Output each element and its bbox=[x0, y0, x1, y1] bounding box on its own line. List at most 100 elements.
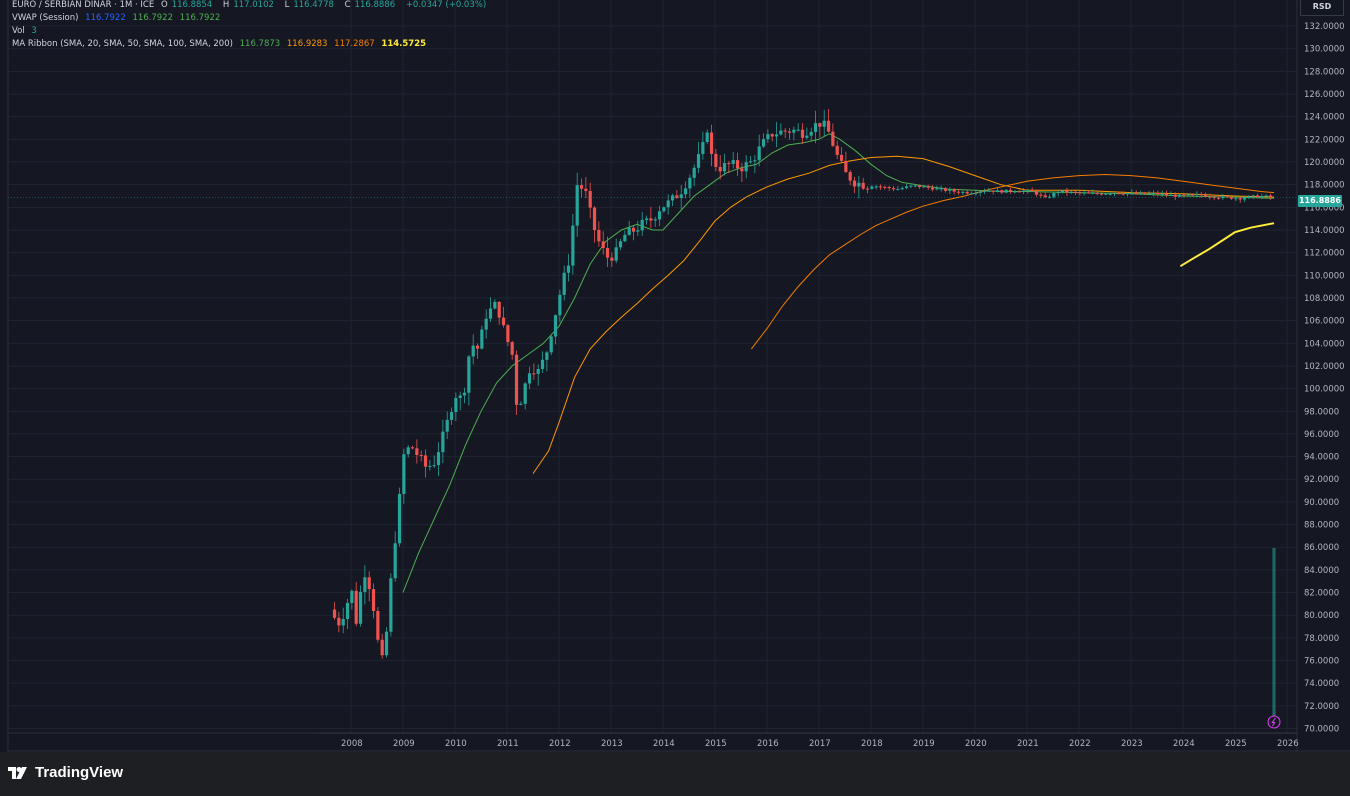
ma-ribbon-legend[interactable]: MA Ribbon (SMA, 20, SMA, 50, SMA, 100, S… bbox=[12, 39, 430, 49]
chart-panel[interactable]: 132.0000 130.0000 128.0000 126.0000 124.0000… bbox=[0, 0, 1350, 752]
candle-body bbox=[1199, 194, 1203, 196]
candle-body bbox=[445, 419, 449, 432]
candle-body bbox=[454, 397, 458, 413]
candle-body bbox=[523, 383, 527, 404]
candle-body bbox=[1060, 190, 1065, 193]
y-tick-label: 86.0000 bbox=[1304, 543, 1339, 553]
candle-body bbox=[1056, 192, 1060, 194]
y-tick-label: 70.0000 bbox=[1304, 725, 1339, 735]
candle-body bbox=[601, 241, 605, 249]
candle-body bbox=[480, 329, 484, 349]
vwap-legend[interactable]: VWAP (Session) 116.7922 116.7922 116.792… bbox=[12, 13, 224, 23]
candle-body bbox=[714, 153, 718, 167]
candle-body bbox=[384, 631, 389, 656]
y-tick-label: 130.0000 bbox=[1304, 45, 1345, 55]
y-tick-label: 74.0000 bbox=[1304, 679, 1339, 689]
candle-body bbox=[493, 301, 497, 309]
candle-body bbox=[1026, 190, 1030, 192]
candle-body bbox=[670, 195, 675, 201]
tradingview-logo-icon bbox=[8, 766, 27, 779]
y-tick-label: 78.0000 bbox=[1304, 634, 1339, 644]
candle-body bbox=[566, 265, 571, 273]
candle-body bbox=[948, 189, 952, 191]
candle-body bbox=[904, 186, 909, 189]
candle-body bbox=[389, 578, 393, 632]
candle-body bbox=[562, 272, 566, 295]
candle-body bbox=[436, 452, 441, 466]
sma100-value: 117.2867 bbox=[334, 39, 375, 49]
volume-label[interactable]: Vol bbox=[12, 26, 25, 36]
currency-button[interactable]: RSD bbox=[1300, 0, 1344, 16]
tradingview-logo[interactable]: TradingView bbox=[8, 764, 123, 781]
candle-body bbox=[861, 182, 865, 189]
candle-body bbox=[1043, 195, 1047, 198]
candle-body bbox=[748, 161, 753, 163]
price-chart[interactable]: 132.0000 130.0000 128.0000 126.0000 124.0000… bbox=[0, 0, 1350, 752]
ma-line-sma20 bbox=[402, 133, 1275, 593]
candle-body bbox=[532, 373, 536, 375]
candle-body bbox=[952, 189, 956, 192]
x-tick-label: 2018 bbox=[861, 739, 883, 749]
candle-body bbox=[553, 315, 558, 337]
ma-ribbon-layer bbox=[402, 133, 1275, 593]
candle-body bbox=[1052, 192, 1056, 197]
vwap-value-2: 116.7922 bbox=[132, 13, 173, 23]
y-tick-label: 96.0000 bbox=[1304, 430, 1339, 440]
candlestick-series bbox=[332, 108, 1273, 659]
candle-body bbox=[874, 186, 878, 188]
candle-body bbox=[1247, 196, 1251, 199]
candle-body bbox=[428, 465, 432, 467]
x-tick-label: 2014 bbox=[653, 739, 675, 749]
candle-body bbox=[510, 342, 514, 355]
candle-body bbox=[792, 129, 796, 133]
candle-body bbox=[1000, 190, 1004, 193]
candle-body bbox=[835, 145, 839, 155]
candle-body bbox=[1147, 193, 1151, 195]
candle-body bbox=[402, 454, 406, 494]
candle-body bbox=[683, 188, 688, 195]
candle-body bbox=[558, 294, 562, 316]
symbol-legend[interactable]: EURO / SERBIAN DINAR · 1M · ICE O 116.885… bbox=[12, 0, 490, 10]
ma-ribbon-label[interactable]: MA Ribbon (SMA, 20, SMA, 50, SMA, 100, S… bbox=[12, 39, 233, 49]
x-tick-label: 2011 bbox=[497, 739, 519, 749]
candle-body bbox=[1225, 196, 1229, 198]
candle-body bbox=[337, 617, 341, 626]
candle-body bbox=[1160, 193, 1164, 195]
candle-body bbox=[939, 188, 943, 190]
symbol-title[interactable]: EURO / SERBIAN DINAR · 1M · ICE bbox=[12, 0, 155, 10]
candle-body bbox=[1073, 191, 1078, 193]
lightning-icon bbox=[1271, 717, 1276, 727]
candle-body bbox=[588, 190, 592, 208]
y-tick-label: 120.0000 bbox=[1304, 158, 1345, 168]
candle-body bbox=[376, 611, 380, 640]
candle-body bbox=[813, 123, 818, 132]
candle-body bbox=[688, 177, 692, 189]
candle-body bbox=[1203, 195, 1208, 197]
candle-body bbox=[995, 190, 1000, 192]
x-tick-label: 2023 bbox=[1121, 739, 1143, 749]
candle-body bbox=[1260, 196, 1264, 198]
candle-body bbox=[961, 191, 965, 193]
candle-body bbox=[363, 577, 367, 592]
ma-line-sma200 bbox=[1179, 222, 1275, 268]
vwap-label[interactable]: VWAP (Session) bbox=[12, 13, 79, 23]
candle-body bbox=[610, 257, 614, 261]
candle-body bbox=[462, 392, 467, 396]
candle-body bbox=[922, 186, 926, 188]
candle-body bbox=[831, 131, 835, 146]
candle-body bbox=[705, 132, 709, 143]
candle-body bbox=[865, 188, 870, 190]
low-value: 116.4778 bbox=[293, 0, 334, 10]
candle-body bbox=[735, 160, 740, 169]
candle-body bbox=[974, 192, 978, 194]
candle-body bbox=[536, 369, 540, 374]
y-tick-label: 94.0000 bbox=[1304, 453, 1339, 463]
candle-body bbox=[1221, 196, 1225, 198]
close-value: 116.8886 bbox=[354, 0, 396, 10]
candle-body bbox=[419, 455, 423, 457]
candle-body bbox=[926, 186, 930, 188]
volume-legend[interactable]: Vol 3 bbox=[12, 26, 41, 36]
high-label: H bbox=[222, 0, 230, 10]
x-tick-label: 2015 bbox=[705, 739, 727, 749]
candle-body bbox=[1229, 196, 1234, 199]
